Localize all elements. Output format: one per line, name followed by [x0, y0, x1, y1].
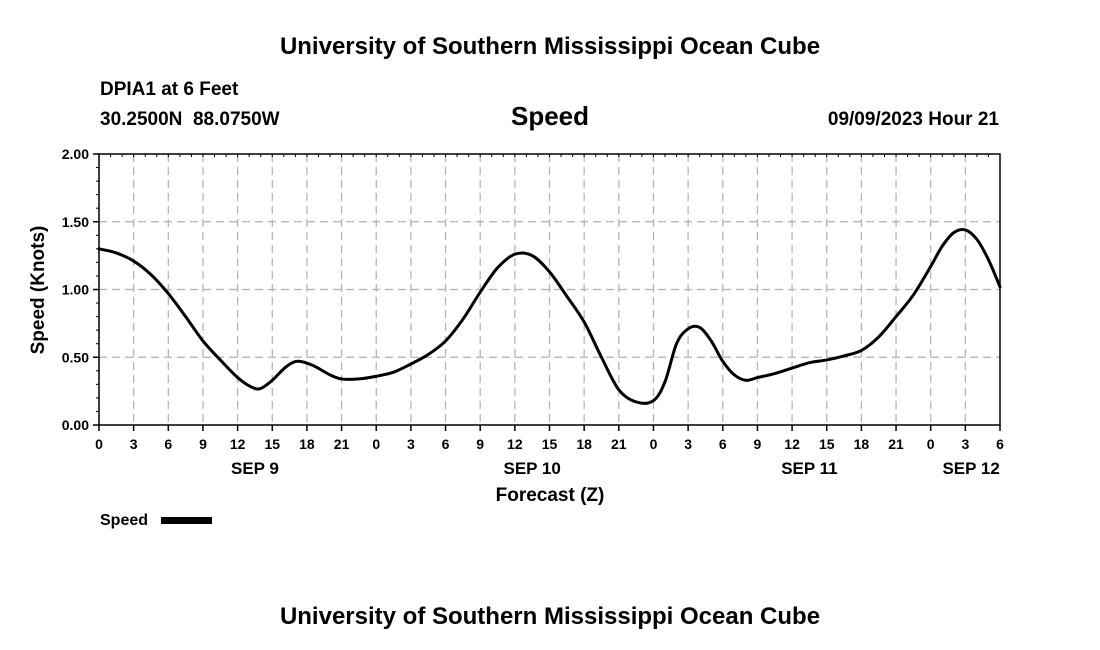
station-label: DPIA1 at 6 Feet — [100, 79, 239, 100]
day-labels: SEP 9 SEP 10 SEP 11 SEP 12 — [231, 459, 1000, 478]
x-tick-label: 6 — [442, 436, 450, 452]
y-tick-label: 1.50 — [62, 214, 89, 230]
x-tick-label: 6 — [719, 436, 727, 452]
x-tick-label: 18 — [576, 436, 592, 452]
x-tick-label: 0 — [372, 436, 380, 452]
x-tick-label: 0 — [95, 436, 103, 452]
x-tick-label: 12 — [784, 436, 800, 452]
x-tick-label: 3 — [130, 436, 138, 452]
x-tick-label: 9 — [476, 436, 484, 452]
x-tick-label: 15 — [264, 436, 280, 452]
grid-lines — [99, 154, 1000, 425]
x-tick-label: 12 — [507, 436, 523, 452]
x-tick-label: 21 — [334, 436, 350, 452]
x-tick-label: 6 — [996, 436, 1004, 452]
x-tick-label: 3 — [407, 436, 415, 452]
y-tick-labels: 0.00 0.50 1.00 1.50 2.00 — [62, 146, 89, 433]
x-tick-label: 3 — [684, 436, 692, 452]
day-label: SEP 9 — [231, 459, 279, 478]
day-label: SEP 12 — [942, 459, 999, 478]
y-tick-label: 0.00 — [62, 417, 89, 433]
x-tick-label: 6 — [164, 436, 172, 452]
legend-swatch — [161, 517, 212, 524]
x-tick-labels: 0 3 6 9 12 15 18 21 0 3 6 9 12 15 18 21 0 3 6 9 12 15 18 21 0 3 6 — [95, 436, 1004, 452]
y-tick-label: 2.00 — [62, 146, 89, 162]
x-tick-label: 15 — [819, 436, 835, 452]
axis-ticks — [93, 153, 1001, 431]
x-tick-label: 9 — [754, 436, 762, 452]
x-tick-label: 0 — [650, 436, 658, 452]
x-tick-label: 9 — [199, 436, 207, 452]
x-axis-title: Forecast (Z) — [496, 485, 605, 506]
x-tick-label: 3 — [961, 436, 969, 452]
x-tick-label: 12 — [230, 436, 246, 452]
y-tick-label: 1.00 — [62, 282, 89, 298]
variable-label: Speed — [511, 101, 589, 131]
x-tick-label: 21 — [888, 436, 904, 452]
legend-label: Speed — [100, 512, 148, 529]
x-tick-label: 15 — [542, 436, 558, 452]
series-line-speed — [97, 227, 1002, 405]
footer-title: University of Southern Mississippi Ocean… — [280, 603, 820, 630]
x-tick-label: 18 — [299, 436, 315, 452]
day-label: SEP 11 — [781, 459, 837, 478]
day-label: SEP 10 — [504, 459, 561, 478]
x-tick-label: 21 — [611, 436, 627, 452]
y-tick-label: 0.50 — [62, 349, 89, 365]
timestamp-label: 09/09/2023 Hour 21 — [828, 109, 1000, 130]
y-axis-title: Speed (Knots) — [28, 226, 49, 355]
chart-title: University of Southern Mississippi Ocean… — [280, 33, 820, 60]
coordinates-label: 30.2500N 88.0750W — [100, 109, 280, 130]
x-tick-label: 18 — [854, 436, 870, 452]
x-tick-label: 0 — [927, 436, 935, 452]
